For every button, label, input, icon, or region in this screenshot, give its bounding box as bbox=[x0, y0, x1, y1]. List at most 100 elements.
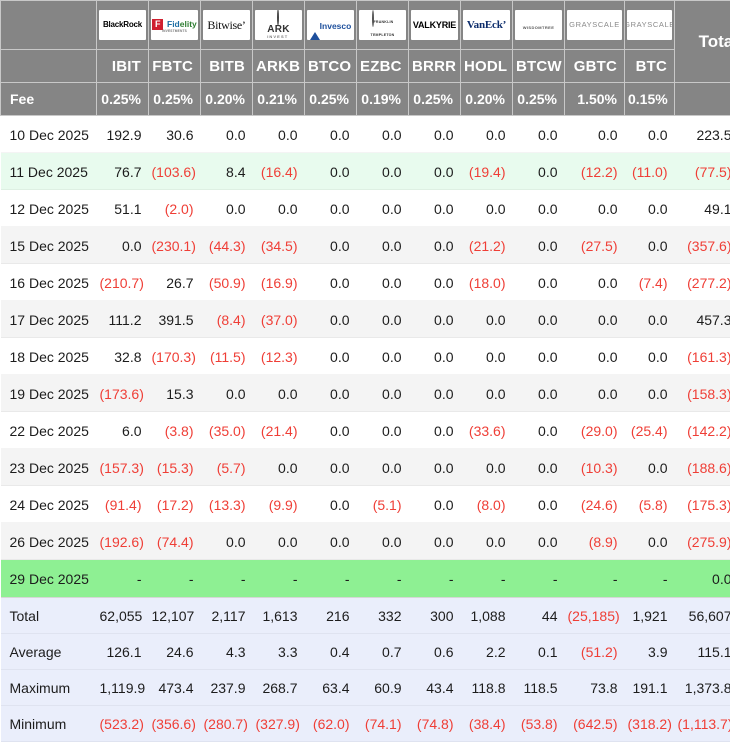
row-date: 19 Dec 2025 bbox=[1, 375, 97, 412]
summary-row: Total 62,055 12,107 2,117 1,613 216 332 300 1,08… bbox=[0, 597, 730, 634]
table-row[interactable]: 22 Dec 2025 6.0 (3.8) (35.0) (21.4) 0.0 0.0 0.0… bbox=[0, 412, 730, 449]
ticker-ezbc: EZBC bbox=[356, 49, 409, 83]
flow-cell-btco: 0.0 bbox=[305, 449, 357, 486]
fidelity-logo: F Fidelity INVESTMENTS bbox=[151, 10, 198, 40]
header-logo-cell-btc: GRAYSCALE bbox=[624, 0, 675, 50]
table-row[interactable]: 26 Dec 2025 (192.6) (74.4) 0.0 0.0 0.0 0.0 0.0 0… bbox=[0, 523, 730, 560]
flow-cell-gbtc: 0.0 bbox=[565, 116, 625, 154]
table-row[interactable]: 10 Dec 2025 192.9 30.6 0.0 0.0 0.0 0.0 0.0 0.0 0.… bbox=[0, 115, 730, 154]
flow-cell-ezbc: 0.0 bbox=[357, 375, 409, 412]
summary-cell-ibit: 62,055 bbox=[96, 597, 149, 634]
row-total: 49.1 bbox=[675, 190, 730, 227]
ticker-btcw: BTCW bbox=[512, 49, 565, 83]
flow-cell-hodl: (21.2) bbox=[461, 227, 513, 264]
table-row[interactable]: 29 Dec 2025 - - - - - - - - - - - 0.0 bbox=[0, 560, 730, 598]
table-row[interactable]: 24 Dec 2025 (91.4) (17.2) (13.3) (9.9) 0.0 (5.… bbox=[0, 486, 730, 523]
flow-cell-ibit: 0.0 bbox=[97, 227, 149, 264]
flow-cell-btco: 0.0 bbox=[305, 486, 357, 523]
flow-cell-btcw: 0.0 bbox=[513, 375, 565, 412]
flow-cell-ibit: 76.7 bbox=[97, 153, 149, 190]
row-date: 12 Dec 2025 bbox=[1, 190, 97, 227]
flow-cell-btcw: 0.0 bbox=[513, 449, 565, 486]
flow-cell-ibit: 51.1 bbox=[97, 190, 149, 227]
flow-cell-gbtc: (27.5) bbox=[565, 227, 625, 264]
flow-cell-ibit: (173.6) bbox=[97, 375, 149, 412]
row-total: (161.3) bbox=[675, 338, 730, 375]
flow-cell-brrr: 0.0 bbox=[409, 227, 461, 264]
header-logo-cell-btco: Invesco bbox=[304, 0, 357, 50]
flow-cell-gbtc: 0.0 bbox=[565, 338, 625, 375]
table-row[interactable]: 16 Dec 2025 (210.7) 26.7 (50.9) (16.9) 0.0 0.0… bbox=[0, 264, 730, 301]
ticker-fbtc: FBTC bbox=[148, 49, 201, 83]
flow-cell-btco: 0.0 bbox=[305, 116, 357, 154]
fee-fbtc: 0.25% bbox=[148, 82, 201, 116]
flow-cell-gbtc: 0.0 bbox=[565, 375, 625, 412]
flow-cell-ezbc: - bbox=[396, 570, 402, 587]
flow-cell-gbtc: 0.0 bbox=[565, 301, 625, 338]
flow-cell-btco: - bbox=[344, 570, 350, 587]
summary-row: Maximum 1,119.9 473.4 237.9 268.7 63.4 60.9 43.… bbox=[0, 670, 730, 706]
flow-cell-fbtc: (230.1) bbox=[149, 227, 201, 264]
fee-btc: 0.15% bbox=[624, 82, 675, 116]
flow-cell-brrr: 0.0 bbox=[409, 449, 461, 486]
table-row[interactable]: 17 Dec 2025 111.2 391.5 (8.4) (37.0) 0.0 0.0 0.… bbox=[0, 301, 730, 338]
flow-cell-ibit: (210.7) bbox=[97, 264, 149, 301]
row-total: 457.3 bbox=[675, 301, 730, 338]
summary-cell-bitb: (280.7) bbox=[201, 706, 253, 742]
summary-cell-btco: 216 bbox=[304, 597, 357, 634]
flow-cell-hodl: 0.0 bbox=[461, 116, 513, 154]
flow-cell-bitb: - bbox=[240, 570, 246, 587]
row-total: 223.5 bbox=[675, 116, 730, 154]
summary-cell-arkb: (327.9) bbox=[253, 706, 305, 742]
bitwise-logo: Bitwise’ bbox=[203, 10, 250, 40]
flow-cell-ezbc: 0.0 bbox=[357, 227, 409, 264]
flow-cell-btcw: 0.0 bbox=[513, 153, 565, 190]
summary-cell-bitb: 4.3 bbox=[201, 634, 253, 670]
summary-cell-ezbc: 60.9 bbox=[357, 670, 409, 706]
flow-cell-ibit: 192.9 bbox=[97, 116, 149, 154]
ticker-btco: BTCO bbox=[304, 49, 357, 83]
flow-cell-hodl: (8.0) bbox=[461, 486, 513, 523]
flow-cell-bitb: 0.0 bbox=[201, 523, 253, 560]
flow-cell-arkb: (12.3) bbox=[253, 338, 305, 375]
table-row[interactable]: 15 Dec 2025 0.0 (230.1) (44.3) (34.5) 0.0 0.0 0… bbox=[0, 227, 730, 264]
summary-cell-btcw: (53.8) bbox=[513, 706, 565, 742]
summary-cell-gbtc: (51.2) bbox=[565, 634, 625, 670]
row-total: 0.0 bbox=[712, 570, 730, 587]
fee-arkb: 0.21% bbox=[252, 82, 305, 116]
ticker-header-row: IBIT FBTC BITB ARKB BTCO EZBC BRRR HODL … bbox=[0, 49, 730, 83]
header-logo-cell-ezbc: FRANKLIN TEMPLETON bbox=[356, 0, 409, 50]
wisdomtree-logo: WISDOMTREE bbox=[515, 10, 562, 40]
table-row[interactable]: 19 Dec 2025 (173.6) 15.3 0.0 0.0 0.0 0.0 0.0 0.0… bbox=[0, 375, 730, 412]
flow-cell-hodl: (18.0) bbox=[461, 264, 513, 301]
flow-cell-arkb: (21.4) bbox=[253, 412, 305, 449]
flow-cell-hodl: 0.0 bbox=[461, 375, 513, 412]
header-logo-cell-brrr: VALKYRIE bbox=[408, 0, 461, 50]
summary-label: Minimum bbox=[1, 706, 97, 742]
table-body: 10 Dec 2025 192.9 30.6 0.0 0.0 0.0 0.0 0.0 0.0 0.… bbox=[0, 115, 730, 742]
summary-label: Total bbox=[0, 597, 97, 634]
flow-cell-gbtc: 0.0 bbox=[565, 190, 625, 227]
summary-cell-brrr: 300 bbox=[408, 597, 461, 634]
flow-cell-arkb: (16.9) bbox=[253, 264, 305, 301]
flow-cell-hodl: - bbox=[500, 570, 506, 587]
flow-cell-bitb: (11.5) bbox=[201, 338, 253, 375]
grayscale-logo: GRAYSCALE bbox=[567, 10, 622, 40]
flow-cell-bitb: 8.4 bbox=[201, 153, 253, 190]
table-row[interactable]: 12 Dec 2025 51.1 (2.0) 0.0 0.0 0.0 0.0 0.0 0.0 0.… bbox=[0, 190, 730, 227]
flow-cell-btco: 0.0 bbox=[305, 523, 357, 560]
flow-cell-arkb: (16.4) bbox=[253, 153, 305, 190]
flow-cell-arkb: 0.0 bbox=[253, 375, 305, 412]
table-row[interactable]: 23 Dec 2025 (157.3) (15.3) (5.7) 0.0 0.0 0.0 0.… bbox=[0, 449, 730, 486]
flow-cell-hodl: 0.0 bbox=[461, 523, 513, 560]
table-row[interactable]: 18 Dec 2025 32.8 (170.3) (11.5) (12.3) 0.0 0.0… bbox=[0, 338, 730, 375]
flow-cell-btco: 0.0 bbox=[305, 375, 357, 412]
fee-row-label: Fee bbox=[0, 82, 97, 116]
table-row[interactable]: 11 Dec 2025 76.7 (103.6) 8.4 (16.4) 0.0 0.0 0.0… bbox=[0, 153, 730, 190]
flow-cell-ezbc: 0.0 bbox=[357, 301, 409, 338]
table-header: BlackRock F Fidelity INVESTMENTS Bitwise’ bbox=[0, 0, 730, 116]
grayscale-logo: GRAYSCALE bbox=[627, 10, 672, 40]
flow-cell-brrr: - bbox=[448, 570, 454, 587]
flow-cell-brrr: 0.0 bbox=[409, 190, 461, 227]
flow-cell-btcw: 0.0 bbox=[513, 264, 565, 301]
